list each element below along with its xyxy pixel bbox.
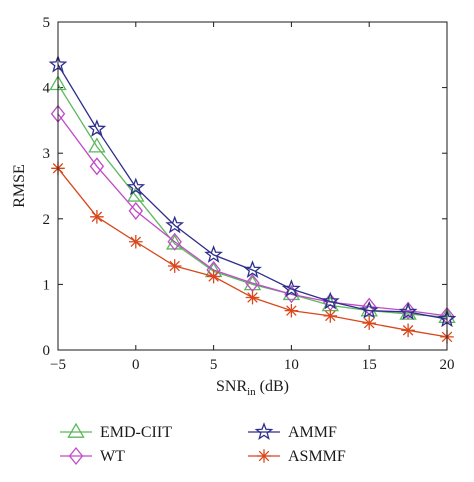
y-axis-ticks: 0 1 2 3 4 5 [43,15,447,359]
data-point [167,259,182,273]
data-point [87,119,107,137]
data-point [90,210,104,224]
data-point [398,302,418,320]
data-point [320,291,340,310]
y-tick-label: 2 [43,212,51,228]
data-point [284,303,299,318]
data-point [243,275,262,291]
legend-item: AMMF [248,422,337,441]
series-line [57,113,448,317]
data-point [206,269,221,284]
data-point [88,137,106,153]
data-point [400,301,416,320]
data-point [243,260,262,278]
legend-label: WT [100,448,125,465]
y-tick-label: 5 [43,15,51,31]
series-ammf [48,54,457,328]
data-point [323,309,338,323]
data-point [167,232,182,251]
y-tick-label: 1 [43,277,51,293]
x-axis-ticks: −5 0 5 10 15 20 [50,22,455,373]
y-axis-label: RMSE [11,164,28,208]
legend-marker [257,449,271,463]
x-axis-label: SNRin (dB) [216,378,289,398]
series-asmmf [51,161,454,344]
legend-label: ASMMF [288,448,346,465]
legend-marker [67,422,85,438]
data-point [401,323,415,338]
x-axis-label-main: SNR [216,378,247,395]
data-point [128,201,144,220]
x-tick-label: 0 [132,357,140,373]
legend-item: ASMMF [248,448,346,465]
legend-label: AMMF [288,424,337,441]
x-tick-label: 20 [440,357,455,373]
x-tick-label: 5 [210,357,218,373]
x-axis-label-subscript: in [247,386,256,398]
data-point [127,186,145,202]
data-point [89,157,105,176]
data-point [165,215,185,234]
legend-marker [68,446,84,466]
legend: EMD-CIIT WT AMMF ASMMF [60,422,346,466]
series-emd-ciit [49,75,456,324]
data-point [126,177,146,196]
x-axis-label-unit: (dB) [256,378,289,395]
plot-frame [57,21,448,351]
data-point [245,290,260,305]
legend-item: EMD-CIIT [60,422,172,441]
y-tick-label: 4 [43,81,51,97]
x-tick-label: 10 [284,357,299,373]
y-tick-label: 0 [43,343,51,359]
data-point [282,279,301,297]
series-line [57,64,448,320]
data-point [129,234,143,249]
data-point [362,316,376,330]
y-tick-label: 3 [43,146,51,162]
data-point [359,300,379,319]
data-point [204,245,223,263]
legend-item: WT [60,446,125,466]
legend-label: EMD-CIIT [100,424,172,441]
x-tick-label: 15 [362,357,377,373]
series-layer [48,54,457,344]
legend-marker [254,422,274,440]
series-line [57,83,448,318]
x-tick-label: −5 [50,357,66,373]
